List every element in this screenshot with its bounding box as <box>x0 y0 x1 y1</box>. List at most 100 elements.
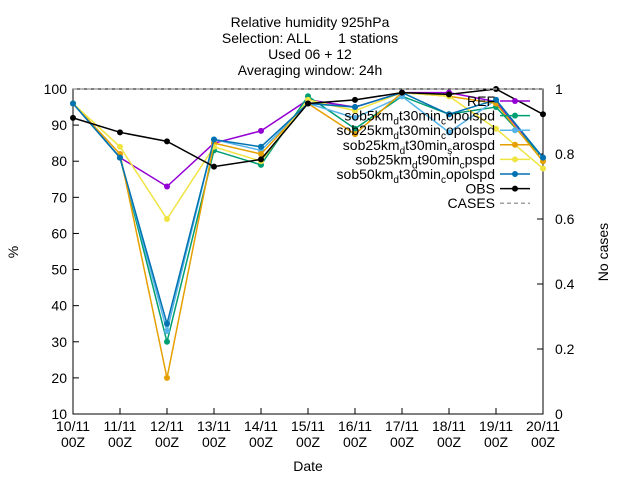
x-tick-label: 19/11 <box>479 418 513 434</box>
x-tick-label: 17/11 <box>385 418 419 434</box>
legend-marker <box>512 98 518 104</box>
y2-tick-label: 0 <box>555 406 563 422</box>
legend-label-part: d <box>393 117 399 128</box>
data-point <box>446 129 452 136</box>
data-point <box>164 183 170 190</box>
x-tick-label: 00Z <box>531 434 556 450</box>
x-tick-label: 13/11 <box>197 418 231 434</box>
legend-label-part: opolspd <box>446 108 495 124</box>
data-point <box>164 138 170 145</box>
data-point <box>540 165 546 172</box>
legend-label-part: sob25km <box>343 137 400 153</box>
x-tick-label: 18/11 <box>432 418 466 434</box>
x-tick-label: 00Z <box>202 434 227 450</box>
y-tick-label: 90 <box>51 117 67 133</box>
legend-label-part: opolspd <box>446 166 495 182</box>
legend-label: OBS <box>465 181 495 197</box>
data-point <box>211 163 217 170</box>
x-tick-label: 20/11 <box>526 418 560 434</box>
legend-label-part: d <box>393 175 399 186</box>
x-tick-label: 00Z <box>61 434 86 450</box>
x-tick-label: 11/11 <box>104 418 137 434</box>
y-tick-label: 80 <box>51 153 67 169</box>
y2-tick-label: 0.8 <box>555 146 575 162</box>
data-point <box>540 111 546 118</box>
chart-title: Averaging window: 24h <box>238 62 383 78</box>
data-point <box>399 89 405 96</box>
x-tick-label: 14/11 <box>244 418 278 434</box>
legend-label: sob25kmdt30minsarospd <box>343 137 495 157</box>
legend-label-part: d <box>412 160 418 171</box>
data-point <box>117 143 123 150</box>
chart-title: Selection: ALL 1 stations <box>222 30 398 46</box>
legend-label-part: s <box>447 146 452 157</box>
x-tick-label: 00Z <box>155 434 180 450</box>
x-tick-label: 00Z <box>484 434 509 450</box>
legend-label-part: CASES <box>448 195 495 211</box>
data-point <box>352 125 358 132</box>
data-point <box>164 327 170 334</box>
x-tick-label: 16/11 <box>338 418 372 434</box>
legend-marker <box>512 112 518 119</box>
x-tick-label: 00Z <box>296 434 321 450</box>
data-point <box>164 320 170 327</box>
data-point <box>164 338 170 345</box>
data-point <box>540 154 546 161</box>
legend-label-part: t30min <box>399 108 441 124</box>
legend-label: sob25kmdt90mincpspd <box>355 151 495 171</box>
x-tick-label: 15/11 <box>291 418 325 434</box>
legend-marker <box>512 141 518 148</box>
data-point <box>70 114 76 121</box>
legend-marker <box>512 171 518 177</box>
legend-label-part: d <box>400 146 406 157</box>
y2-tick-label: 0.6 <box>555 211 575 227</box>
legend-label-part: c <box>441 175 446 186</box>
data-point <box>352 104 358 111</box>
x-tick-label: 00Z <box>343 434 368 450</box>
data-point <box>70 100 76 107</box>
data-point <box>258 156 264 163</box>
legend-label-part: t90min <box>418 151 460 167</box>
y-tick-label: 70 <box>51 189 67 205</box>
legend-label-part: d <box>393 131 399 142</box>
y-tick-label: 40 <box>51 298 67 314</box>
legend-label-part: t30min <box>399 122 441 138</box>
data-point <box>446 91 452 98</box>
chart-title: Used 06 + 12 <box>268 46 352 62</box>
y-tick-label: 30 <box>51 334 67 350</box>
y-tick-label: 10 <box>51 406 67 422</box>
legend-label-part: opolspd <box>446 122 495 138</box>
data-point <box>211 136 217 143</box>
legend-label-part: OBS <box>465 181 495 197</box>
data-point <box>258 143 264 150</box>
legend-marker <box>512 156 518 163</box>
x-tick-label: 00Z <box>390 434 415 450</box>
x-tick-label: 00Z <box>249 434 274 450</box>
y-tick-label: 100 <box>44 81 68 97</box>
x-tick-label: 10/11 <box>56 418 90 434</box>
legend-label-part: sob5km <box>344 108 393 124</box>
legend-label-part: t30min <box>405 137 447 153</box>
y-tick-label: 60 <box>51 225 67 241</box>
legend-label: CASES <box>448 195 495 211</box>
x-tick-label: 12/11 <box>150 418 184 434</box>
x-axis-label: Date <box>293 458 323 474</box>
legend-label-part: c <box>460 160 465 171</box>
legend-marker <box>512 185 518 192</box>
y2-tick-label: 0.2 <box>555 341 575 357</box>
legend-label-part: sob25km <box>337 122 394 138</box>
legend-marker <box>512 127 518 134</box>
legend-label-part: c <box>441 117 446 128</box>
x-tick-label: 00Z <box>437 434 462 450</box>
data-point <box>352 96 358 103</box>
legend-label: sob25kmdt30mincopolspd <box>337 122 495 142</box>
legend-label-part: REF <box>467 93 495 109</box>
y2-axis-label: No cases <box>595 223 611 281</box>
legend-label-part: c <box>441 131 446 142</box>
y2-tick-label: 0.4 <box>555 276 575 292</box>
y-tick-label: 20 <box>51 370 67 386</box>
data-point <box>493 96 499 103</box>
data-point <box>493 125 499 132</box>
data-point <box>258 127 264 134</box>
